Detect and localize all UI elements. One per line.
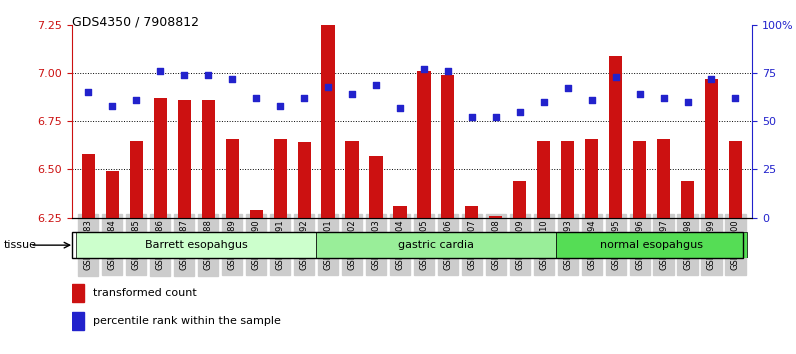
Point (178, 72, 190, 78)
Point (705, 76, 718, 82)
Point (322, 84, 334, 89)
Point (657, 95, 670, 101)
Point (681, 99, 694, 105)
Point (393, 105, 406, 110)
Bar (250, 210, 263, 218)
Text: transformed count: transformed count (93, 288, 197, 298)
Text: tissue: tissue (4, 240, 37, 250)
Bar (393, 206, 407, 218)
Bar (322, 25, 334, 218)
Point (561, 86, 574, 91)
Bar (417, 71, 431, 218)
Bar (609, 56, 622, 218)
Point (513, 109, 526, 114)
Bar (441, 75, 455, 218)
Point (490, 115, 502, 120)
Point (466, 115, 478, 120)
Bar (154, 98, 167, 218)
Bar (633, 141, 646, 218)
Point (345, 91, 358, 97)
Bar (513, 181, 526, 218)
Bar (106, 171, 119, 218)
Bar (345, 141, 359, 218)
Bar (705, 79, 718, 218)
Bar (72, 284, 84, 302)
Text: normal esopahgus: normal esopahgus (600, 240, 703, 250)
Text: Barrett esopahgus: Barrett esopahgus (145, 240, 248, 250)
Point (130, 97, 142, 103)
Point (369, 82, 382, 87)
Point (609, 74, 622, 80)
Bar (657, 139, 670, 218)
Bar (178, 100, 191, 218)
Point (418, 66, 431, 72)
Bar (225, 139, 239, 218)
Point (729, 95, 742, 101)
Point (585, 97, 598, 103)
Bar (556, 232, 747, 258)
Bar (76, 232, 316, 258)
Bar (274, 139, 287, 218)
Point (298, 95, 310, 101)
Text: gastric cardia: gastric cardia (398, 240, 474, 250)
Point (154, 68, 166, 74)
Bar (316, 232, 556, 258)
Bar (561, 141, 574, 218)
Bar (537, 141, 550, 218)
Point (274, 103, 287, 109)
Bar (369, 156, 383, 218)
Point (106, 103, 119, 109)
Bar (585, 139, 599, 218)
Point (537, 99, 550, 105)
Point (202, 72, 215, 78)
Bar (82, 154, 95, 218)
Text: GDS4350 / 7908812: GDS4350 / 7908812 (72, 16, 199, 29)
Bar (465, 206, 478, 218)
Bar (130, 141, 143, 218)
Point (226, 76, 239, 82)
Point (82, 90, 95, 95)
Point (634, 91, 646, 97)
Text: percentile rank within the sample: percentile rank within the sample (93, 316, 281, 326)
Bar (729, 141, 742, 218)
Bar (681, 181, 694, 218)
Bar (298, 142, 310, 218)
Point (442, 68, 455, 74)
Bar (72, 312, 84, 330)
Bar (490, 216, 502, 218)
Bar (201, 100, 215, 218)
Point (250, 95, 263, 101)
